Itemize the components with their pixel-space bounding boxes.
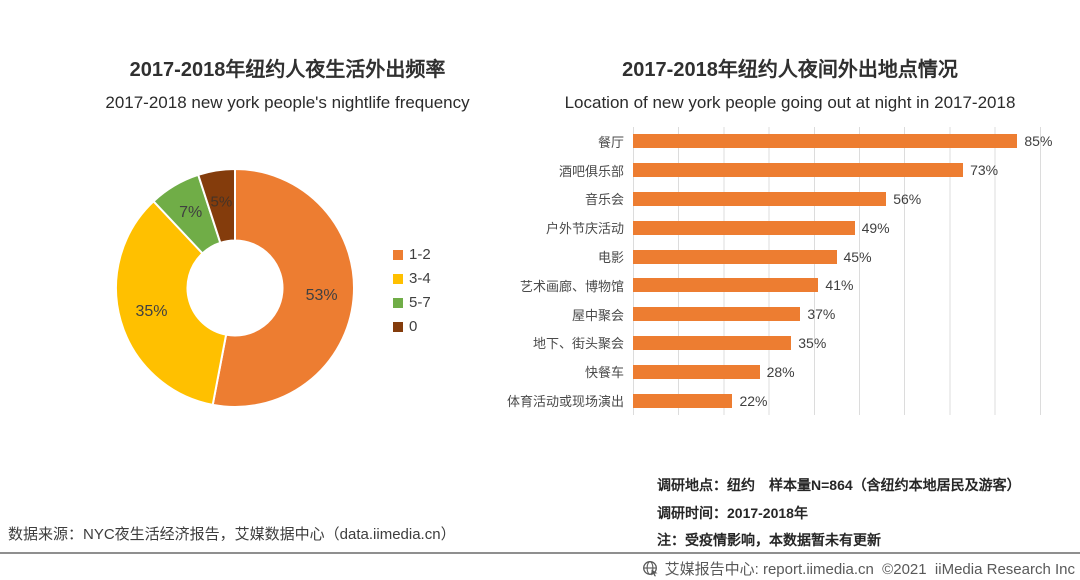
legend-item: 5-7 bbox=[393, 295, 431, 311]
donut-legend: 1-2 3-4 5-7 0 bbox=[393, 247, 431, 343]
locations-header: 2017-2018年纽约人夜间外出地点情况 Location of new yo… bbox=[530, 57, 1050, 114]
bar-category-label: 电影 bbox=[597, 250, 624, 266]
bar-fill bbox=[633, 278, 819, 293]
donut-chart: 53% 35% 7% 5% bbox=[105, 158, 365, 418]
bar-value-label: 22% bbox=[739, 392, 768, 409]
bar-row: 户外节庆活动 49% bbox=[480, 213, 1060, 242]
bar-chart: 餐厅 85% 酒吧俱乐部 73% 音乐会 56% 户外节庆活动 49% 电影 45% 艺术画廊、博物… bbox=[480, 127, 1060, 415]
donut-value-label: 7% bbox=[179, 204, 203, 222]
legend-swatch bbox=[393, 250, 403, 260]
bar-row: 体育活动或现场演出 22% bbox=[480, 386, 1060, 415]
bar-value-label: 28% bbox=[766, 363, 795, 380]
bar-category-label: 餐厅 bbox=[597, 134, 624, 150]
legend-item: 1-2 bbox=[393, 247, 431, 263]
survey-notes: 调研地点：纽约 样本量N=864（含纽约本地居民及游客） 调研时间：2017-20… bbox=[657, 472, 1080, 555]
bar-rows: 餐厅 85% 酒吧俱乐部 73% 音乐会 56% 户外节庆活动 49% 电影 45% 艺术画廊、博物… bbox=[480, 127, 1060, 415]
bar-fill bbox=[633, 191, 887, 206]
bar-row: 艺术画廊、博物馆 41% bbox=[480, 271, 1060, 300]
note-line: 调研地点：纽约 样本量N=864（含纽约本地居民及游客） bbox=[657, 477, 1021, 493]
note-line: 注：受疫情影响，本数据暂未有更新 bbox=[657, 532, 881, 548]
bar-value-label: 37% bbox=[807, 306, 836, 323]
left-chart-title-en: 2017-2018 new york people's nightlife fr… bbox=[105, 93, 470, 112]
footer-text: 艾媒报告中心: report.iimedia.cn ©2021 iiMedia … bbox=[664, 561, 1075, 578]
donut-segment-1-2 bbox=[211, 167, 355, 408]
donut-value-label: 35% bbox=[135, 303, 168, 321]
donut-svg bbox=[115, 167, 355, 408]
bar-fill bbox=[633, 220, 855, 235]
donut-segment-0 bbox=[196, 167, 236, 245]
note-line: 调研时间：2017-2018年 bbox=[657, 504, 808, 521]
data-source-note: 数据来源：NYC夜生活经济报告，艾媒数据中心（data.iimedia.cn） bbox=[8, 526, 456, 543]
legend-label: 1-2 bbox=[409, 246, 431, 263]
footer: 艾媒报告中心: report.iimedia.cn ©2021 iiMedia … bbox=[642, 558, 1075, 579]
bar-fill bbox=[633, 393, 733, 408]
bar-fill bbox=[633, 364, 760, 379]
bar-row: 酒吧俱乐部 73% bbox=[480, 156, 1060, 185]
bar-value-label: 73% bbox=[970, 162, 999, 179]
bar-row: 快餐车 28% bbox=[480, 357, 1060, 386]
donut-value-label: 5% bbox=[210, 193, 233, 211]
bar-value-label: 35% bbox=[798, 334, 827, 351]
bar-fill bbox=[633, 307, 801, 322]
bar-category-label: 快餐车 bbox=[584, 365, 624, 381]
bar-value-label: 85% bbox=[1024, 133, 1053, 150]
legend-item: 3-4 bbox=[393, 271, 431, 287]
legend-label: 0 bbox=[409, 318, 418, 335]
bar-category-label: 酒吧俱乐部 bbox=[558, 163, 624, 179]
bar-value-label: 56% bbox=[893, 190, 922, 207]
legend-swatch bbox=[393, 322, 403, 332]
legend-label: 3-4 bbox=[409, 270, 431, 287]
bar-value-label: 41% bbox=[825, 277, 854, 294]
bar-category-label: 地下、街头聚会 bbox=[532, 336, 624, 352]
bar-category-label: 音乐会 bbox=[584, 192, 624, 208]
bar-row: 音乐会 56% bbox=[480, 185, 1060, 214]
bar-row: 地下、街头聚会 35% bbox=[480, 329, 1060, 358]
legend-swatch bbox=[393, 298, 403, 308]
bar-category-label: 艺术画廊、博物馆 bbox=[519, 278, 624, 294]
footer-divider bbox=[0, 552, 1080, 554]
nightlife-frequency-header: 2017-2018年纽约人夜生活外出频率 2017-2018 new york … bbox=[55, 57, 520, 114]
bar-fill bbox=[633, 134, 1018, 149]
bar-value-label: 45% bbox=[843, 248, 872, 265]
globe-cursor-icon bbox=[642, 560, 659, 577]
right-chart-title-en: Location of new york people going out at… bbox=[564, 93, 1016, 112]
donut-segment-3-4 bbox=[115, 199, 228, 407]
legend-label: 5-7 bbox=[409, 294, 431, 311]
bar-category-label: 屋中聚会 bbox=[571, 307, 624, 323]
donut-value-label: 53% bbox=[305, 287, 338, 305]
bar-category-label: 体育活动或现场演出 bbox=[506, 394, 624, 410]
bar-fill bbox=[633, 335, 792, 350]
bar-fill bbox=[633, 249, 837, 264]
bar-value-label: 49% bbox=[861, 219, 890, 236]
bar-row: 屋中聚会 37% bbox=[480, 300, 1060, 329]
right-chart-title-cn: 2017-2018年纽约人夜间外出地点情况 bbox=[622, 59, 958, 81]
bar-row: 餐厅 85% bbox=[480, 127, 1060, 156]
legend-swatch bbox=[393, 274, 403, 284]
legend-item: 0 bbox=[393, 319, 431, 335]
bar-row: 电影 45% bbox=[480, 242, 1060, 271]
bar-fill bbox=[633, 163, 964, 178]
bar-category-label: 户外节庆活动 bbox=[545, 221, 624, 237]
left-chart-title-cn: 2017-2018年纽约人夜生活外出频率 bbox=[129, 59, 446, 81]
